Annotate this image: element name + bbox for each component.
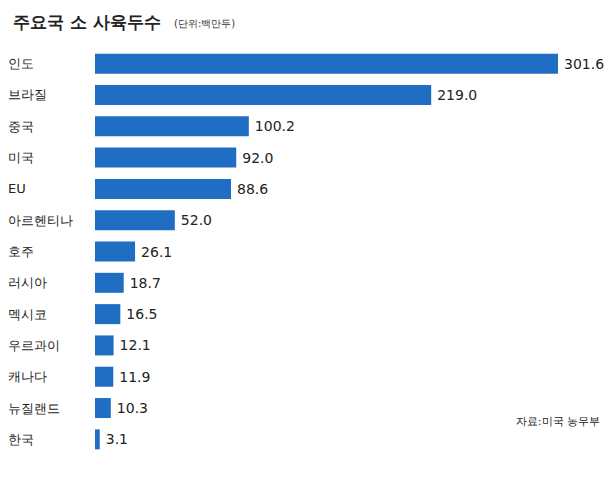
svg-text:52.0: 52.0 bbox=[181, 212, 212, 228]
svg-text:러시아: 러시아 bbox=[8, 275, 47, 290]
svg-text:멕시코: 멕시코 bbox=[8, 307, 47, 322]
svg-text:12.1: 12.1 bbox=[120, 337, 151, 353]
svg-text:중국: 중국 bbox=[8, 119, 34, 134]
svg-text:호주: 호주 bbox=[8, 244, 34, 259]
svg-text:92.0: 92.0 bbox=[242, 150, 273, 166]
svg-text:26.1: 26.1 bbox=[141, 244, 172, 260]
svg-text:88.6: 88.6 bbox=[237, 181, 268, 197]
svg-text:301.6: 301.6 bbox=[564, 56, 604, 72]
svg-text:10.3: 10.3 bbox=[117, 400, 148, 416]
svg-text:(단위:백만두): (단위:백만두) bbox=[174, 18, 235, 29]
svg-text:219.0: 219.0 bbox=[437, 87, 477, 103]
svg-text:미국: 미국 bbox=[8, 150, 34, 165]
svg-text:한국: 한국 bbox=[8, 432, 34, 447]
svg-text:뉴질랜드: 뉴질랜드 bbox=[8, 401, 60, 416]
svg-text:주요국 소 사육두수: 주요국 소 사육두수 bbox=[13, 12, 161, 32]
svg-text:16.5: 16.5 bbox=[126, 306, 157, 322]
svg-text:인도: 인도 bbox=[8, 56, 34, 71]
svg-text:캐나다: 캐나다 bbox=[8, 369, 47, 384]
svg-text:11.9: 11.9 bbox=[119, 369, 150, 385]
svg-text:3.1: 3.1 bbox=[106, 431, 128, 447]
svg-text:자료:미국 농무부: 자료:미국 농무부 bbox=[516, 415, 600, 428]
svg-text:18.7: 18.7 bbox=[130, 275, 161, 291]
svg-text:브라질: 브라질 bbox=[8, 87, 47, 102]
svg-text:아르헨티나: 아르헨티나 bbox=[8, 213, 73, 228]
svg-text:EU: EU bbox=[8, 181, 26, 196]
svg-text:우르과이: 우르과이 bbox=[8, 338, 60, 353]
svg-text:100.2: 100.2 bbox=[255, 118, 295, 134]
